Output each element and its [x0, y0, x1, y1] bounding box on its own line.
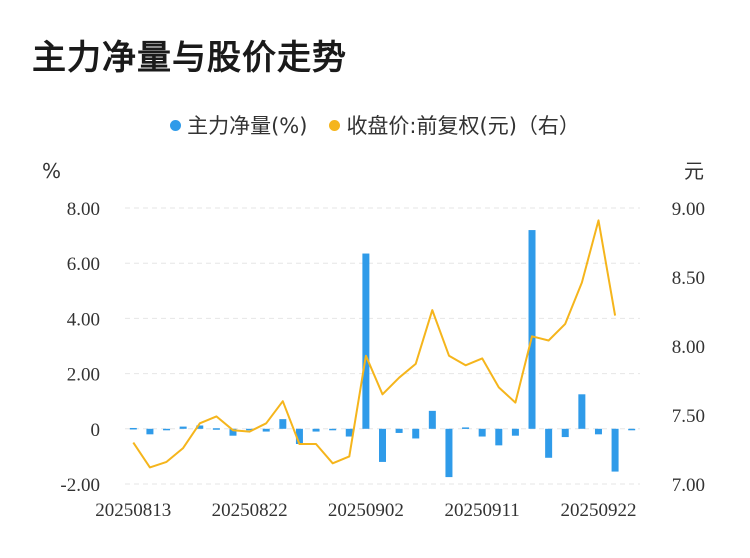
bar: [179, 426, 187, 429]
y-left-tick-label: 4.00: [67, 309, 100, 330]
bar: [462, 427, 470, 429]
bar: [594, 428, 602, 435]
bar: [561, 428, 569, 438]
bar: [246, 428, 254, 431]
legend-label-close-price: 收盘价:前复权(元)（右）: [346, 114, 580, 138]
right-axis-unit: 元: [684, 159, 704, 183]
bar: [279, 419, 287, 429]
bar: [495, 428, 503, 446]
bar: [528, 230, 536, 429]
legend-item-net-flow[interactable]: 主力净量(%): [170, 110, 307, 140]
y-right-tick-label: 8.50: [672, 268, 705, 289]
y-right-tick-label: 7.50: [672, 406, 705, 427]
bar: [146, 428, 154, 435]
bar: [329, 428, 337, 431]
legend-dot-bar: [170, 119, 182, 131]
bar: [163, 428, 171, 431]
bar: [445, 428, 453, 478]
bar: [428, 410, 436, 429]
bar-series: [129, 230, 636, 478]
y-left-tick-label: 2.00: [67, 365, 100, 386]
x-tick-label: 20250922: [560, 500, 636, 521]
bar: [229, 428, 237, 436]
bar: [196, 425, 204, 429]
bar: [578, 394, 586, 429]
bar: [395, 428, 403, 433]
x-axis-ticks: 20250813 20250822 20250902 20250911 20250922: [95, 500, 636, 521]
left-axis-ticks: 8.00 6.00 4.00 2.00 0 -2.00: [60, 199, 100, 496]
legend-dot-line: [329, 119, 341, 131]
y-right-tick-label: 7.00: [672, 475, 705, 496]
bar: [511, 428, 519, 436]
bar: [129, 427, 137, 430]
left-axis-unit: %: [42, 159, 61, 183]
price-line: [132, 219, 617, 469]
y-left-tick-label: 8.00: [67, 199, 100, 220]
bar: [212, 428, 220, 430]
x-tick-label: 20250813: [95, 500, 171, 521]
legend: 主力净量(%) 收盘价:前复权(元)（右）: [0, 110, 750, 140]
x-tick-label: 20250911: [445, 500, 520, 521]
y-left-tick-label: 6.00: [67, 254, 100, 275]
y-right-tick-label: 8.00: [672, 337, 705, 358]
bar: [412, 428, 420, 439]
x-tick-label: 20250902: [328, 500, 404, 521]
bar: [362, 253, 370, 429]
bar: [345, 428, 353, 437]
bar: [611, 428, 619, 472]
bar: [628, 428, 636, 431]
gridlines: [125, 207, 640, 485]
bar: [262, 428, 270, 432]
bar: [295, 428, 303, 444]
right-axis-ticks: 9.00 8.50 8.00 7.50 7.00: [672, 199, 705, 496]
bar: [478, 428, 486, 437]
bar: [312, 428, 320, 432]
y-left-tick-label: 0: [91, 420, 101, 441]
legend-label-net-flow: 主力净量(%): [187, 114, 308, 138]
x-tick-label: 20250822: [212, 500, 288, 521]
chart-title: 主力净量与股价走势: [32, 38, 347, 78]
bar: [545, 428, 553, 458]
line-series: [132, 219, 617, 469]
legend-item-close-price[interactable]: 收盘价:前复权(元)（右）: [329, 110, 580, 140]
y-right-tick-label: 9.00: [672, 199, 705, 220]
bar: [379, 428, 386, 462]
y-left-tick-label: -2.00: [60, 475, 100, 496]
